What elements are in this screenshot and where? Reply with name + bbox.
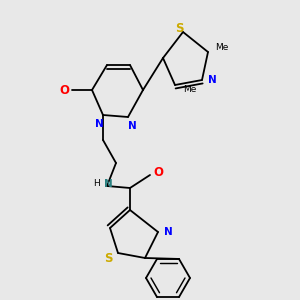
Text: O: O [153,167,163,179]
Text: N: N [164,227,172,237]
Text: Me: Me [215,44,229,52]
Text: Me: Me [183,85,197,94]
Text: H: H [94,179,100,188]
Text: S: S [104,253,112,266]
Text: N: N [94,119,103,129]
Text: O: O [59,83,69,97]
Text: N: N [103,179,112,189]
Text: S: S [175,22,183,35]
Text: N: N [128,121,136,131]
Text: N: N [208,75,216,85]
